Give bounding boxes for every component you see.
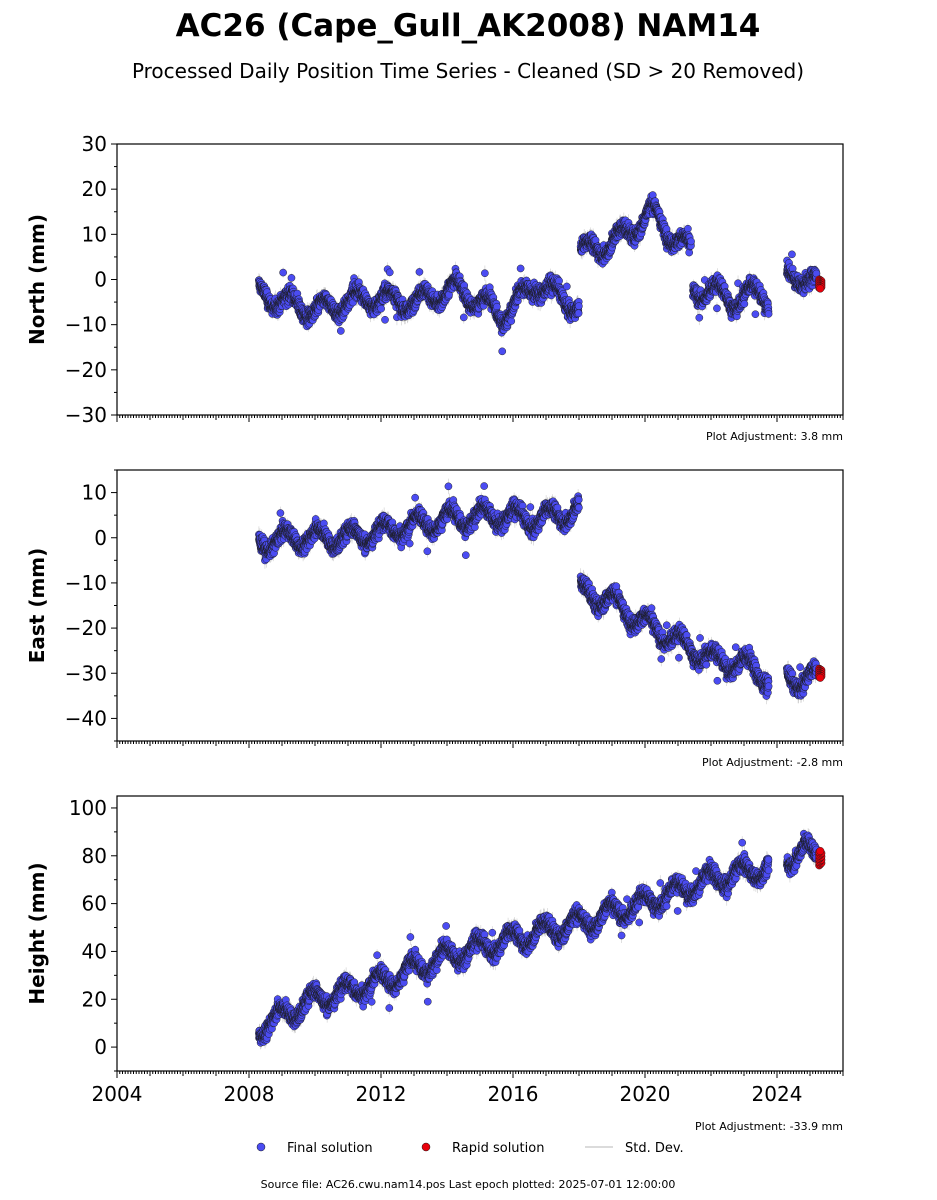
final-point (287, 274, 296, 282)
final-point (377, 304, 385, 313)
final-point (415, 268, 424, 276)
chart-subtitle: Processed Daily Position Time Series - C… (132, 59, 804, 83)
final-solution-points (255, 191, 826, 356)
chart-title: AC26 (Cape_Gull_AK2008) NAM14 (176, 8, 761, 44)
final-point (385, 268, 394, 277)
final-point (279, 268, 287, 277)
final-point (337, 327, 345, 335)
final-point (381, 315, 389, 324)
